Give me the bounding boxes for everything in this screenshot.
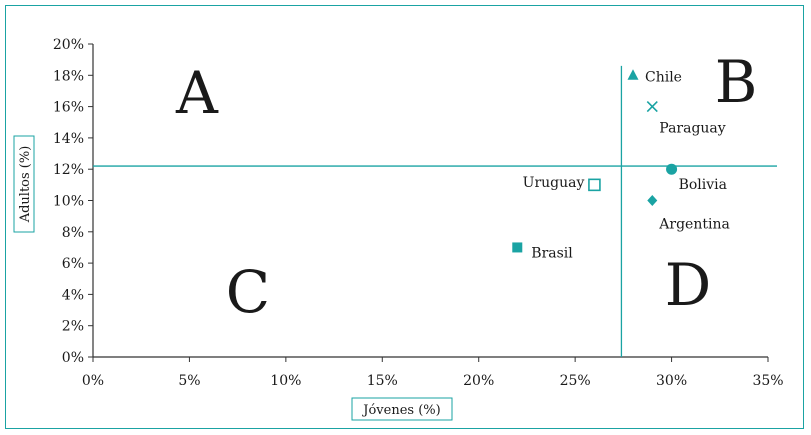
x-tick-label: 30% [656,373,687,389]
quadrant-label: D [665,251,712,319]
quadrant-label: A [175,59,219,127]
data-point-chile: Chile [627,69,682,85]
data-point-brasil: Brasil [512,242,573,261]
x-axis-title-box: Jóvenes (%) [351,397,453,421]
point-label: Bolivia [679,177,727,193]
reference-lines [93,65,777,357]
data-point-bolivia: Bolivia [666,163,727,193]
y-tick-label: 14% [53,131,84,147]
point-label: Brasil [531,245,573,261]
data-points: Chile Paraguay Bolivia Argentina Uruguay Bras… [512,69,730,261]
x-tick-label: 5% [178,373,200,389]
quadrant-label: C [226,258,270,326]
y-tick-label: 0% [62,350,84,366]
y-tick-label: 12% [53,162,84,178]
point-label: Uruguay [523,175,585,191]
x-tick-label: 25% [560,373,591,389]
x-tick-label: 20% [463,373,494,389]
chart-frame [5,5,804,429]
data-point-paraguay: Paraguay [646,101,726,137]
y-tick-label: 16% [53,100,84,116]
x-tick-label: 0% [82,373,104,389]
y-axis-title-box: Adultos (%) [13,135,35,233]
point-label: Paraguay [659,121,726,137]
y-tick-label: 6% [62,256,84,272]
point-label: Argentina [658,217,730,233]
y-tick-label: 4% [62,287,84,303]
open-square-marker [588,178,601,192]
data-point-uruguay: Uruguay [523,175,601,192]
circle-marker [666,163,678,175]
x-axis-title: Jóvenes (%) [361,403,440,418]
quadrant-label: B [715,48,758,116]
triangle-marker [627,69,639,80]
point-label: Chile [645,69,682,85]
y-tick-label: 8% [62,225,84,241]
y-tick-label: 2% [62,319,84,335]
y-tick-label: 10% [53,194,84,210]
square-marker [512,242,523,253]
quadrant-labels: A B C D [175,48,757,326]
cross-marker [646,101,658,113]
y-tick-label: 18% [53,68,84,84]
diamond-marker [647,195,658,206]
x-tick-label: 10% [270,373,301,389]
y-tick-label: 20% [53,37,84,53]
y-axis-title: Adultos (%) [18,146,33,224]
data-point-argentina: Argentina [647,195,730,233]
x-tick-label: 15% [367,373,398,389]
axes: 0% 5% 10% 15% 20% 25% 30% 35% 0% 2% 4% 6% 8% 10% 12% 14… [53,37,784,389]
x-tick-label: 35% [752,373,783,389]
